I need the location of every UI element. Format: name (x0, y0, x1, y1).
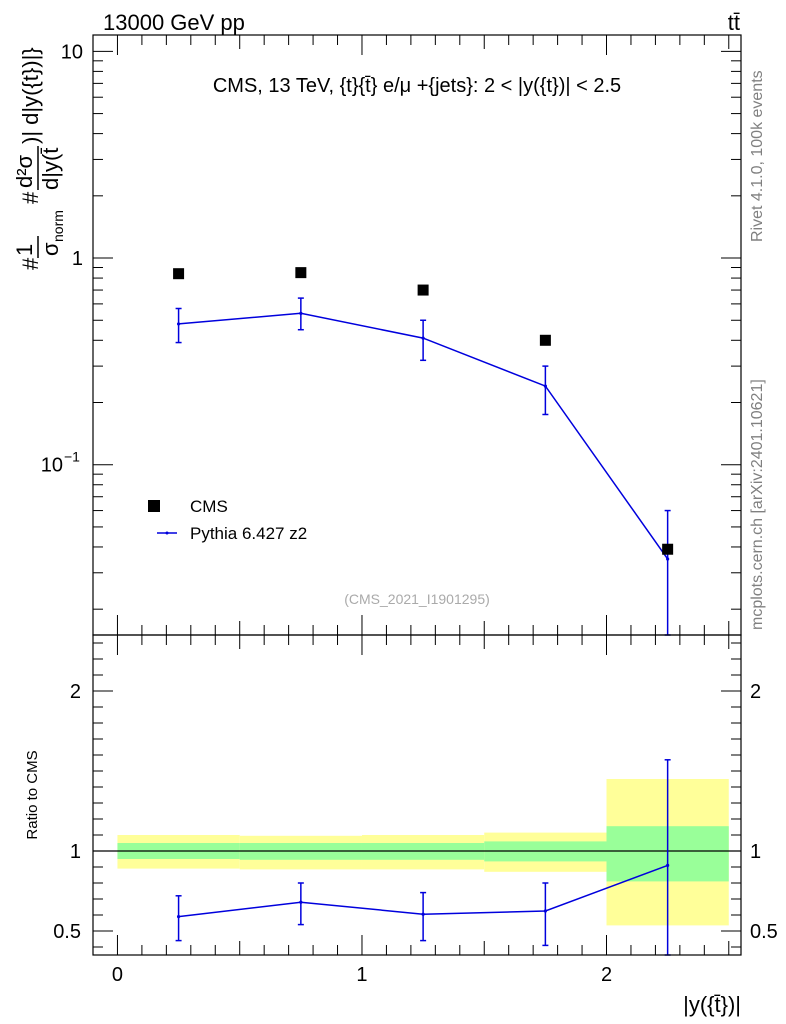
legend-cms-marker (148, 500, 160, 512)
mc-point (421, 336, 425, 340)
energy-label: 13000 GeV pp (103, 10, 245, 35)
ratio-panel-frame (92, 634, 742, 956)
ylabel-hash-1: # (18, 257, 43, 270)
ylabel-sigma: σ (38, 242, 63, 256)
x-tick-label: 2 (601, 964, 612, 986)
ratio-y-axis-label: Ratio to CMS (24, 750, 41, 839)
ratio-panel (93, 759, 741, 956)
mcplots-label: mcplots.cern.ch [arXiv:2401.10621] (749, 379, 766, 630)
main-panel (173, 267, 674, 636)
ratio-y-tick-label-right: 1 (750, 841, 761, 863)
rivet-label: Rivet 4.1.0, 100k events (749, 70, 766, 242)
y-tick-label: 1 (72, 248, 83, 270)
y-tick-exponent: −1 (64, 449, 80, 465)
ratio-point (543, 909, 547, 913)
process-label: tt̄ (728, 10, 740, 35)
ratio-point (421, 912, 425, 916)
ylabel-dy-tbar: d|y(t̄ (38, 148, 63, 190)
ratio-y-tick-label-right: 2 (750, 681, 761, 703)
ratio-y-tick-label-right: 0.5 (750, 921, 778, 943)
ratio-y-tick-label-left: 2 (70, 681, 81, 703)
data-point (539, 334, 551, 346)
analysis-watermark: (CMS_2021_I1901295) (344, 591, 490, 607)
mc-point (666, 557, 670, 561)
legend-pythia-label: Pythia 6.427 z2 (190, 524, 307, 543)
x-tick-label: 0 (112, 964, 123, 986)
x-tick-label: 1 (356, 964, 367, 986)
ylabel-d2sigma: d²σ (12, 154, 37, 188)
ylabel-dy-t: )| d|y({t})|} (18, 47, 43, 144)
y-tick-label: 10 (61, 41, 83, 63)
ratio-axes: 0.5 0.5 1 1 2 2 0 1 2 (53, 635, 778, 986)
data-point (662, 543, 674, 555)
main-title: CMS, 13 TeV, {t}{t̄} e/μ +{jets}: 2 < |y… (213, 75, 621, 97)
legend-pythia-marker (165, 531, 169, 535)
ylabel-hash-2: # (18, 191, 43, 204)
data-point (295, 267, 307, 279)
legend-cms-label: CMS (190, 497, 228, 516)
ratio-point (299, 900, 303, 904)
legend: CMS Pythia 6.427 z2 (148, 497, 307, 543)
y-tick-label: 10 (41, 455, 63, 477)
main-y-axis-label: # 1 σ norm # d²σ d|y(t̄ )| d|y({t})|} (12, 47, 66, 270)
ylabel-norm: norm (50, 210, 66, 242)
data-point (173, 268, 185, 280)
ratio-point (666, 863, 670, 868)
ratio-point (176, 915, 181, 919)
x-axis-label: |y({t̄})| (683, 992, 741, 1017)
ylabel-one: 1 (12, 244, 37, 256)
ratio-y-tick-label-left: 0.5 (53, 921, 81, 943)
mc-point (299, 311, 303, 315)
main-panel-frame (92, 34, 742, 636)
ratio-y-tick-label-left: 1 (70, 841, 81, 863)
mc-point (543, 384, 547, 388)
data-point (417, 284, 429, 296)
mc-point (176, 322, 181, 326)
